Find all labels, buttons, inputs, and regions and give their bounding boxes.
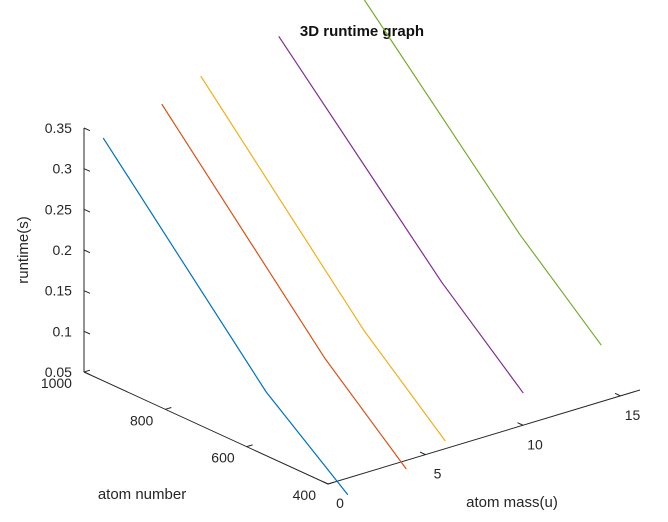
y-tick-mark <box>246 444 253 448</box>
x-tick-mark <box>614 392 621 397</box>
y-axis-label: atom number <box>98 486 186 503</box>
chart-title: 3D runtime graph <box>300 23 424 40</box>
series-line-3 <box>200 75 446 442</box>
z-tick-mark <box>83 371 91 376</box>
y-tick-label: 600 <box>211 450 235 466</box>
series-group <box>102 0 602 495</box>
z-tick-mark <box>83 168 91 172</box>
x-tick-mark <box>517 422 524 426</box>
y-tick-label: 400 <box>293 487 317 503</box>
x-tick-label: 15 <box>625 407 641 423</box>
z-tick-mark <box>83 290 91 294</box>
z-tick-label: 0.2 <box>53 242 73 258</box>
z-tick-label: 0.05 <box>45 364 72 380</box>
z-tick-label: 0.15 <box>45 283 72 299</box>
y-tick-mark <box>83 369 91 373</box>
y-tick-mark <box>327 481 335 485</box>
series-line-2 <box>161 103 407 470</box>
x-tick-group: 0 5 10 15 <box>322 392 641 511</box>
x-axis-label: atom mass(u) <box>466 494 558 511</box>
series-line-1 <box>102 137 349 495</box>
z-tick-label: 0.1 <box>53 323 73 339</box>
x-tick-label: 5 <box>434 466 442 482</box>
y-tick-mark <box>165 407 172 410</box>
z-tick-mark <box>83 330 91 335</box>
x-tick-label: 10 <box>527 436 543 452</box>
x-axis-line <box>327 389 641 485</box>
z-tick-mark <box>83 249 91 254</box>
y-tick-label: 800 <box>130 412 154 428</box>
y-axis-line <box>83 371 329 485</box>
x-tick-mark <box>419 451 426 456</box>
z-tick-group: 0.35 0.3 0.25 0.2 0.15 0.1 0.05 <box>45 120 91 380</box>
z-tick-label: 0.3 <box>53 161 73 177</box>
z-tick-mark <box>83 127 91 132</box>
z-axis-label: runtime(s) <box>15 216 32 284</box>
z-tick-label: 0.25 <box>45 201 72 217</box>
x-tick-label: 0 <box>336 495 344 511</box>
z-tick-label: 0.35 <box>45 120 72 136</box>
x-tick-mark <box>322 480 329 485</box>
axes <box>83 128 641 485</box>
y-tick-group: 1000 800 600 400 <box>41 369 335 503</box>
z-tick-mark <box>83 208 91 213</box>
y-tick-label: 1000 <box>41 375 72 391</box>
series-line-5 <box>363 0 602 346</box>
series-line-4 <box>278 36 524 394</box>
